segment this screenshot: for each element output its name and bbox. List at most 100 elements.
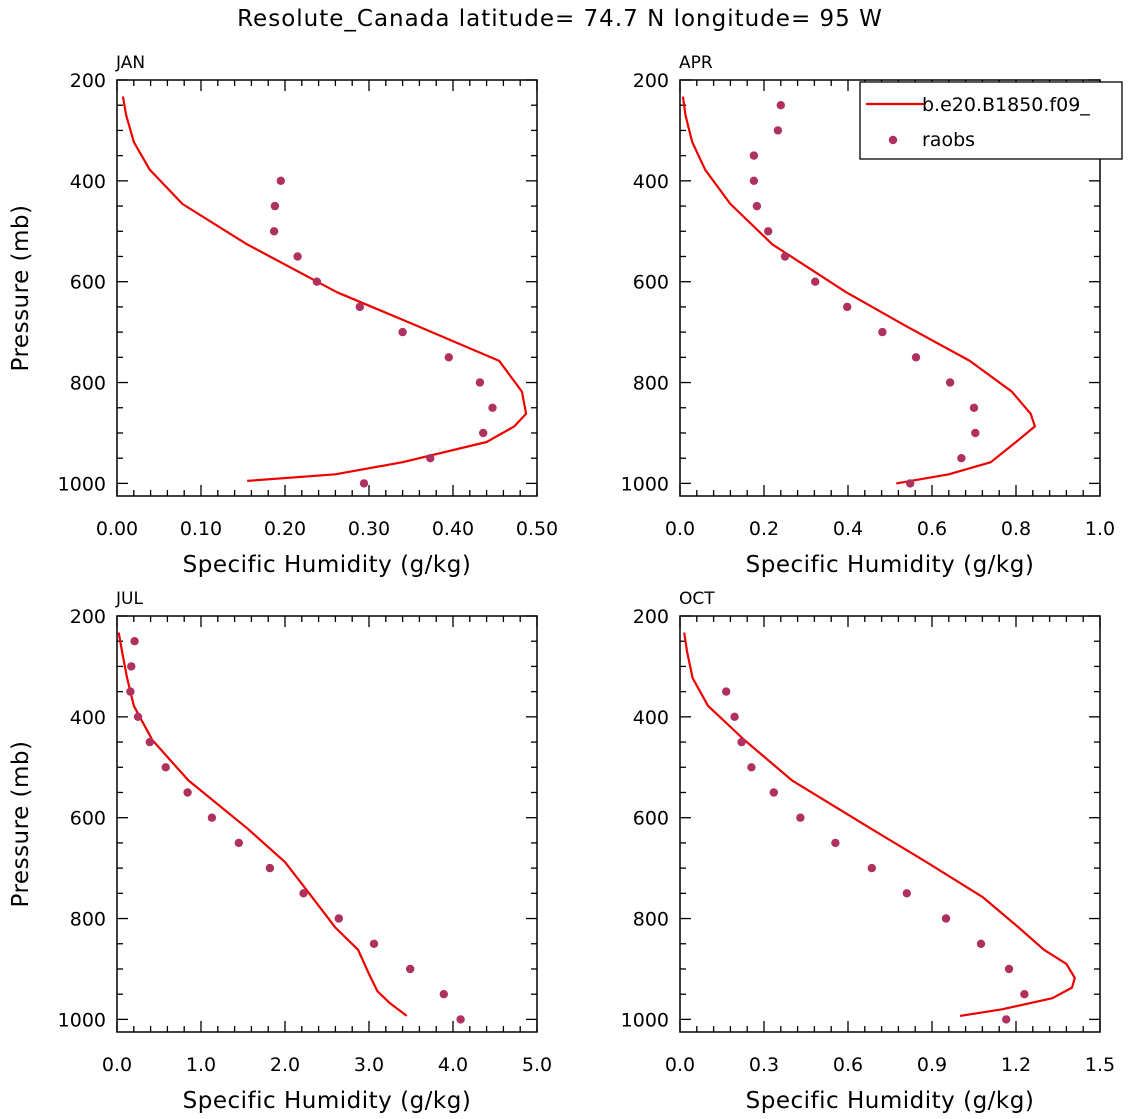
raobs-point xyxy=(207,813,217,822)
raobs-point xyxy=(161,763,170,772)
raobs-point xyxy=(406,964,415,974)
panel-label: APR xyxy=(679,53,713,73)
raobs-point xyxy=(127,662,136,671)
panels: 0.00 0.10 0.20 0.30 0.40 0.50 200 400 600 800 1000… xyxy=(8,53,1123,1114)
raobs-point xyxy=(769,788,778,797)
raobs-point xyxy=(796,813,805,822)
raobs-point xyxy=(130,637,139,646)
raobs-point xyxy=(488,403,497,412)
raobs-point xyxy=(811,277,820,286)
raobs-point xyxy=(183,788,192,797)
x-tick-label: 0.2 xyxy=(749,518,779,540)
plot-frame xyxy=(679,79,1101,497)
x-tick-label: 3.0 xyxy=(354,1054,384,1076)
raobs-point xyxy=(843,302,852,312)
raobs-point xyxy=(369,939,379,948)
raobs-point xyxy=(234,838,243,848)
raobs-point xyxy=(971,428,980,438)
raobs-point xyxy=(1004,964,1014,974)
x-tick-label: 0.6 xyxy=(917,518,947,540)
raobs-point xyxy=(1020,990,1029,999)
raobs-point xyxy=(475,378,485,387)
raobs-point xyxy=(293,252,302,261)
raobs-point xyxy=(902,889,911,898)
legend: b.e20.B1850.f09_raobs xyxy=(859,81,1123,160)
x-tick-label: 0.0 xyxy=(102,1054,132,1076)
raobs-point xyxy=(749,176,759,185)
raobs-point xyxy=(764,227,773,236)
panel-label: JUL xyxy=(115,589,143,609)
legend-marker-swatch xyxy=(888,135,898,145)
legend-obs-label: raobs xyxy=(922,129,975,151)
x-tick-label: 4.0 xyxy=(438,1054,468,1076)
plot-frame xyxy=(116,615,538,1033)
y-tick-label: 800 xyxy=(633,373,669,395)
raobs-point xyxy=(730,712,739,721)
raobs-point xyxy=(133,712,143,721)
raobs-point xyxy=(299,889,308,898)
raobs-point xyxy=(976,939,986,948)
x-axis-label: Specific Humidity (g/kg) xyxy=(183,552,472,578)
y-tick-label: 200 xyxy=(633,606,669,628)
raobs-point xyxy=(957,454,966,463)
raobs-point xyxy=(776,101,785,110)
raobs-point xyxy=(773,126,783,135)
y-tick-label: 200 xyxy=(70,70,106,92)
y-tick-label: 400 xyxy=(70,707,106,729)
y-tick-label: 800 xyxy=(633,909,669,931)
raobs-point xyxy=(265,863,275,873)
raobs-point xyxy=(426,454,435,463)
raobs-point xyxy=(780,252,790,261)
x-tick-label: 0.10 xyxy=(180,518,222,540)
x-tick-label: 0.00 xyxy=(96,518,138,540)
chart-panel-apr: 0.0 0.2 0.4 0.6 0.8 1.0 200 400 600 800 1000 APR Spe… xyxy=(621,53,1123,578)
x-tick-label: 0.8 xyxy=(1001,518,1031,540)
x-tick-label: 0.40 xyxy=(432,518,474,540)
model-line-series xyxy=(683,632,1076,1017)
raobs-point xyxy=(479,428,488,438)
x-tick-label: 5.0 xyxy=(522,1054,552,1076)
raobs-point xyxy=(945,378,955,387)
raobs-point xyxy=(747,763,756,772)
raobs-point xyxy=(737,737,746,747)
x-tick-label: 1.2 xyxy=(1001,1054,1031,1076)
raobs-point xyxy=(439,990,448,999)
raobs-point xyxy=(969,403,979,412)
raobs-point xyxy=(911,353,921,362)
y-tick-label: 600 xyxy=(70,808,106,830)
raobs-point xyxy=(1002,1015,1011,1024)
raobs-point xyxy=(722,687,731,696)
chart-panel-jul: 0.0 1.0 2.0 3.0 4.0 5.0 200 400 600 800 1000 JUL Spe… xyxy=(8,589,552,1114)
raobs-point xyxy=(334,914,343,923)
raobs-point xyxy=(906,479,915,488)
plot-frame xyxy=(116,79,538,497)
chart-panel-jan: 0.00 0.10 0.20 0.30 0.40 0.50 200 400 600 800 1000… xyxy=(8,53,558,578)
y-tick-label: 800 xyxy=(70,373,106,395)
raobs-point xyxy=(456,1015,465,1024)
x-tick-label: 0.6 xyxy=(833,1054,863,1076)
x-tick-label: 1.0 xyxy=(186,1054,216,1076)
y-tick-label: 1000 xyxy=(58,473,106,495)
x-tick-label: 0.3 xyxy=(749,1054,779,1076)
x-tick-label: 2.0 xyxy=(270,1054,300,1076)
x-axis-label: Specific Humidity (g/kg) xyxy=(183,1088,472,1114)
model-line-series xyxy=(681,96,1036,485)
y-tick-label: 400 xyxy=(70,171,106,193)
x-tick-label: 0.0 xyxy=(665,1054,695,1076)
y-axis-label: Pressure (mb) xyxy=(8,205,34,372)
x-axis-label: Specific Humidity (g/kg) xyxy=(746,1088,1035,1114)
model-line-series xyxy=(117,632,408,1017)
y-tick-label: 200 xyxy=(70,606,106,628)
raobs-point xyxy=(270,201,280,211)
raobs-point xyxy=(355,302,364,312)
chart-panel-oct: 0.0 0.3 0.6 0.9 1.2 1.5 200 400 600 800 1000 OCT Spe… xyxy=(621,589,1115,1114)
y-tick-label: 600 xyxy=(70,272,106,294)
raobs-point xyxy=(941,914,951,923)
x-tick-label: 1.5 xyxy=(1085,1054,1115,1076)
y-tick-label: 400 xyxy=(633,171,669,193)
plot-frame xyxy=(679,615,1101,1033)
y-tick-label: 800 xyxy=(70,909,106,931)
raobs-point xyxy=(359,479,369,488)
x-tick-label: 0.4 xyxy=(833,518,863,540)
y-tick-label: 600 xyxy=(633,272,669,294)
